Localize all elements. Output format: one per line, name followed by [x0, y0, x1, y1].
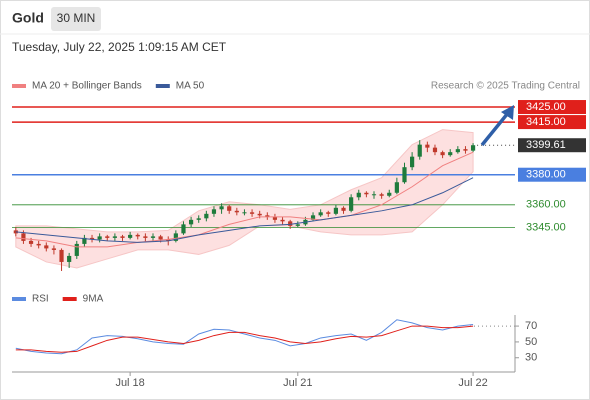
candle-body [173, 233, 178, 241]
candle-body [272, 216, 278, 220]
last-price-label: 3399.61 [526, 139, 566, 151]
level-label: 3345.00 [526, 221, 566, 233]
last-price-box [518, 138, 586, 153]
candle-body [28, 240, 34, 244]
candle-body [265, 215, 270, 217]
candle-body [204, 213, 209, 219]
candle-body [158, 236, 163, 240]
candle-body [242, 212, 247, 214]
candle-body [470, 145, 476, 151]
candle-body [82, 237, 87, 244]
legend-label: MA 20 + Bollinger Bands [32, 81, 142, 92]
candle-body [97, 236, 102, 240]
candle-body [249, 212, 255, 214]
candle-body [219, 206, 224, 210]
candle-body [349, 197, 354, 211]
candle-body [288, 221, 293, 226]
candle-body [74, 243, 79, 256]
candle-body [425, 144, 430, 148]
candle-body [364, 192, 369, 195]
candle-body [463, 149, 468, 151]
candle-body [112, 236, 117, 238]
legend-label: 9MA [83, 294, 104, 305]
candle-body [51, 248, 57, 250]
candle-body [211, 209, 217, 214]
candle-body [410, 156, 415, 168]
rsi-line [15, 325, 474, 353]
candle-body [455, 149, 460, 153]
level-label: 3380.00 [526, 169, 566, 181]
timeframe[interactable]: 30 MIN [57, 11, 96, 25]
candle-body [120, 236, 125, 238]
level-label: 3425.00 [526, 101, 566, 113]
y-tick-label: 30 [525, 352, 537, 364]
candle-body [402, 167, 407, 183]
legend-swatch [62, 297, 77, 301]
timeframe-button[interactable] [51, 7, 101, 31]
candle-body [21, 233, 26, 241]
candle-body [166, 239, 171, 241]
candle-body [295, 224, 300, 226]
candle-body [67, 255, 72, 262]
candle-body [234, 210, 239, 213]
plot: MA 20 + Bollinger Bands MA 50 3425.00 3415.… [12, 81, 586, 389]
legend-label: RSI [32, 294, 49, 305]
candle-body [44, 245, 49, 249]
candle-body [128, 234, 133, 238]
arrow-head [501, 105, 514, 120]
candle-body [150, 236, 156, 238]
arrow [480, 111, 510, 147]
candle-body [280, 219, 285, 222]
candle-body [310, 215, 316, 220]
instrument: Gold [12, 10, 44, 26]
x-tick-label: Jul 22 [458, 377, 487, 389]
candle-body [196, 218, 201, 220]
candle-body [181, 224, 186, 234]
candle-body [318, 212, 323, 216]
level-box [518, 115, 586, 130]
candle-body [333, 207, 338, 214]
ma-line [15, 177, 474, 243]
candle-body [379, 194, 384, 196]
candle-body [448, 152, 453, 156]
level-label: 3360.00 [526, 199, 566, 211]
ma-line [15, 151, 474, 248]
legend-swatch [12, 84, 26, 88]
candle-body [59, 249, 64, 262]
candle-body [36, 243, 41, 246]
candle-body [387, 192, 392, 196]
candle-body [432, 147, 438, 153]
candle-body [356, 192, 361, 198]
timestamp: Tuesday, July 22, 2025 1:09:15 AM CET [12, 40, 227, 54]
candle-body [326, 212, 331, 214]
level-box [518, 100, 586, 115]
candle-body [341, 207, 346, 211]
candle-body [89, 237, 95, 240]
y-tick-label: 50 [525, 336, 537, 348]
candle-body [440, 152, 445, 156]
legend-swatch [155, 84, 170, 88]
legend-label: MA 50 [176, 81, 205, 92]
candle-body [371, 194, 377, 196]
candle-body [135, 234, 140, 237]
candle-body [189, 219, 194, 225]
legend-swatch [12, 297, 26, 301]
candle-body [105, 236, 110, 238]
candle-body [143, 236, 148, 238]
candle-body [394, 182, 399, 193]
x-tick-label: Jul 18 [115, 377, 144, 389]
candle-body [257, 213, 262, 216]
candle-body [417, 144, 422, 157]
y-tick-label: 70 [525, 320, 537, 332]
candle-body [227, 206, 232, 211]
rsi-line [15, 319, 474, 355]
x-tick-label: Jul 21 [283, 377, 312, 389]
level-label: 3415.00 [526, 116, 566, 128]
credit: Research © 2025 Trading Central [431, 81, 580, 92]
level-box [518, 167, 586, 182]
